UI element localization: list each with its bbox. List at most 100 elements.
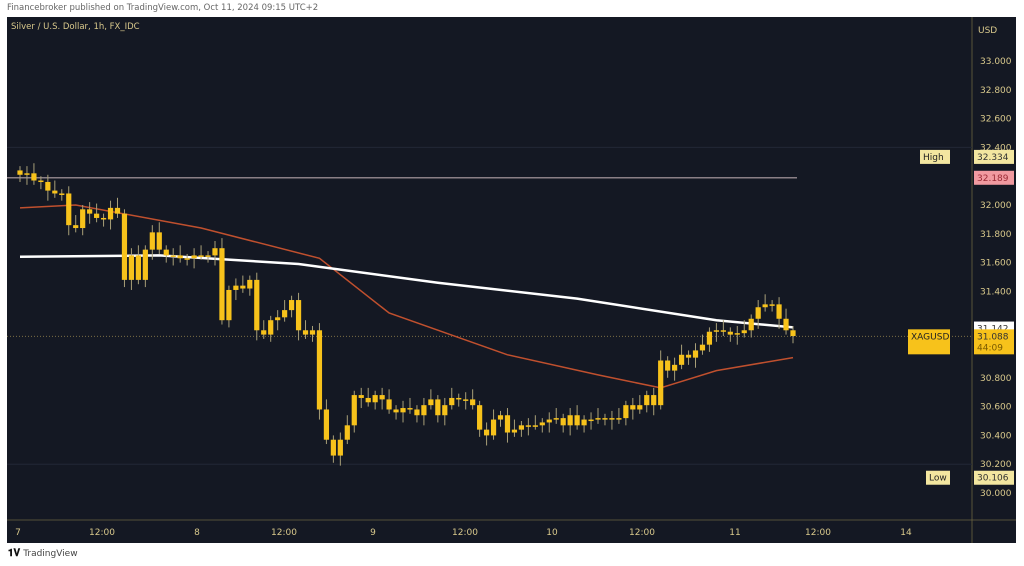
ma-fast-line [19, 204, 794, 389]
chart-panel[interactable] [7, 17, 1016, 543]
candle [73, 215, 79, 233]
candle-body [288, 300, 295, 311]
candle [755, 300, 761, 329]
candle [477, 400, 483, 437]
candle-body [588, 419, 594, 422]
y-tick-label: 30.000 [980, 489, 1012, 499]
candle [80, 205, 86, 236]
candle-body [435, 399, 441, 416]
candle-body [504, 415, 511, 433]
candle [421, 397, 427, 426]
candle [623, 400, 629, 426]
candle-body [651, 395, 657, 406]
candle [170, 248, 176, 266]
tradingview-logo-text: TradingView [23, 548, 78, 559]
candle-body [302, 330, 309, 335]
candle [470, 389, 476, 410]
x-tick-label: 10 [546, 528, 558, 538]
candle [588, 412, 594, 430]
candle [414, 405, 420, 423]
candle-body [692, 350, 699, 358]
candle-body [748, 318, 754, 331]
candle-body [790, 330, 796, 337]
candle-body [553, 418, 559, 420]
candle [177, 245, 183, 263]
x-tick-label: 7 [15, 528, 21, 538]
candle [567, 408, 573, 436]
candle [358, 387, 364, 409]
candle-body [323, 409, 330, 440]
candle [734, 325, 740, 345]
candle [706, 327, 713, 352]
candle-body [163, 249, 169, 256]
candle [497, 410, 504, 427]
candle [128, 248, 135, 290]
high-price-value: 32.334 [977, 153, 1009, 163]
y-tick-label: 32.600 [980, 115, 1012, 125]
candle-body [24, 173, 30, 175]
last-price-countdown: 44:09 [977, 343, 1003, 353]
candle [45, 174, 51, 201]
candle [442, 397, 448, 426]
candle [114, 197, 121, 218]
candle-body [678, 354, 685, 365]
x-tick-label: 12:00 [89, 528, 115, 538]
candle [386, 389, 392, 414]
candle-body [449, 397, 455, 406]
candle [344, 415, 350, 445]
candle-body [407, 408, 413, 410]
candle-body [261, 330, 267, 335]
candle [87, 202, 93, 224]
candle-body [483, 429, 490, 436]
candle [644, 390, 650, 413]
candle [665, 356, 671, 378]
candle [59, 189, 65, 201]
candle-body [630, 405, 636, 410]
candle-body [59, 193, 65, 195]
candle-body [477, 405, 483, 430]
candle-body [532, 425, 538, 427]
candle-body [351, 395, 357, 426]
x-tick-label: 9 [370, 528, 376, 538]
y-tick-label: 30.400 [980, 431, 1012, 441]
candle [672, 357, 678, 381]
candle-body [344, 425, 350, 440]
tradingview-logo[interactable]: 𝟏𝐕 TradingView [8, 548, 78, 559]
y-tick-label: 30.600 [980, 403, 1012, 413]
candle [94, 203, 100, 223]
candle [254, 272, 260, 341]
candle [233, 278, 239, 301]
y-tick-label: 32.000 [980, 201, 1012, 211]
candle-body [393, 409, 399, 413]
candle-body [442, 405, 448, 416]
candle-body [66, 193, 72, 226]
ma-slow-line [19, 254, 794, 329]
low-price-badge [974, 470, 1014, 485]
candle-body [658, 360, 664, 406]
candle [149, 225, 155, 260]
candle [323, 399, 330, 445]
candle-body [365, 397, 371, 403]
candle-body [295, 300, 302, 331]
candle [678, 344, 685, 370]
candle-body [685, 354, 692, 358]
candle-body [602, 418, 608, 420]
candle [142, 245, 148, 288]
candle [407, 397, 413, 414]
candle-body [463, 399, 469, 401]
x-tick-label: 8 [194, 528, 200, 538]
candle [100, 213, 107, 227]
high-price-label: High [923, 153, 944, 163]
candle [776, 297, 782, 329]
candle-body [114, 207, 121, 214]
candle-body [233, 285, 239, 290]
candle [428, 389, 434, 410]
currency-label: USD [978, 26, 997, 36]
candle [720, 320, 726, 337]
candle [504, 408, 511, 443]
x-tick-label: 14 [900, 528, 912, 538]
candle-body [727, 331, 733, 335]
candle-body [121, 213, 128, 280]
candle [275, 310, 281, 331]
